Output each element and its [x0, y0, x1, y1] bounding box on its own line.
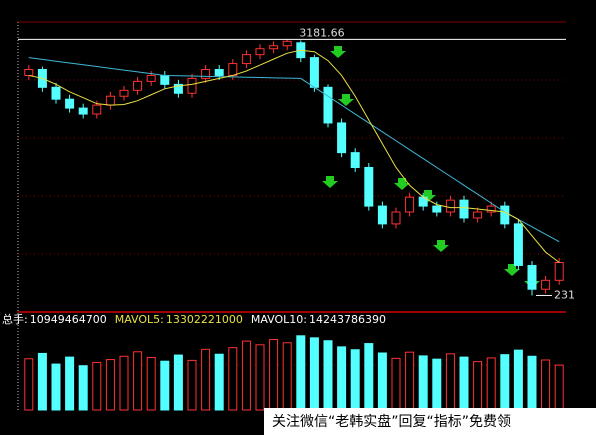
legend-label: MAVOL10: — [251, 313, 307, 326]
volume-bar — [473, 361, 483, 411]
candle-body — [187, 77, 197, 94]
candle-body — [337, 122, 347, 154]
candle-body — [405, 196, 415, 213]
candle-body — [500, 205, 510, 225]
candle-body — [133, 80, 143, 91]
candle-body — [282, 40, 292, 47]
candle-body — [24, 69, 34, 76]
volume-bar — [377, 352, 387, 411]
candle-body — [160, 74, 170, 85]
volume-bar — [309, 337, 319, 411]
candle-body — [269, 45, 279, 50]
volume-bar — [105, 359, 115, 411]
volume-bar — [418, 355, 428, 411]
volume-bar — [364, 343, 374, 411]
volume-bar — [173, 354, 183, 411]
candle-body — [445, 199, 455, 213]
volume-bar — [541, 359, 551, 411]
ma-line — [28, 49, 560, 263]
candle-body — [527, 264, 537, 290]
candle-body — [228, 63, 238, 76]
candle-body — [377, 205, 387, 225]
volume-bar — [92, 361, 102, 411]
candle-body — [364, 166, 374, 207]
candle-body — [201, 69, 211, 79]
volume-bar — [187, 359, 197, 411]
volume-bar — [255, 344, 265, 411]
volume-bar — [228, 347, 238, 411]
legend-value: 13302221000 — [166, 313, 243, 326]
candle-body — [51, 86, 61, 100]
volume-bar — [37, 352, 47, 411]
volume-bar — [445, 353, 455, 411]
candle-body — [119, 89, 129, 97]
volume-bar — [119, 355, 129, 411]
candle-body — [513, 223, 523, 266]
legend-value: 14243786390 — [309, 313, 386, 326]
candle-body — [459, 199, 469, 219]
volume-bar — [500, 354, 510, 411]
volume-bar — [527, 355, 537, 411]
watermark: 关注微信“老韩实盘”回复“指标”免费领 — [272, 413, 511, 430]
volume-bar — [241, 340, 251, 411]
candle-body — [350, 152, 360, 168]
candle-body — [214, 69, 224, 76]
volume-bar — [391, 357, 401, 411]
candle-body — [432, 205, 442, 213]
candle-body — [255, 48, 265, 56]
volume-bar — [486, 357, 496, 411]
volume-bar — [296, 335, 306, 411]
volume-bar — [51, 363, 61, 411]
volume-bar — [513, 349, 523, 411]
volume-bar — [160, 360, 170, 411]
volume-bar — [282, 342, 292, 411]
volume-bar — [337, 346, 347, 411]
candle-body — [541, 279, 551, 290]
candle-body — [486, 205, 496, 213]
legend-label: 总手: — [2, 312, 28, 326]
candle-body — [146, 74, 156, 82]
volume-bar — [24, 358, 34, 411]
legend-label: MAVOL5: — [115, 313, 164, 326]
volume-bar — [405, 351, 415, 411]
volume-bar — [459, 356, 469, 411]
ma-line — [28, 57, 560, 243]
volume-bar — [323, 340, 333, 411]
candle-body — [391, 211, 401, 225]
candle-body — [105, 95, 115, 106]
volume-bar — [133, 351, 143, 411]
volume-bar — [146, 357, 156, 411]
peak-label: 3181.66 — [299, 26, 345, 39]
candle-body — [554, 261, 564, 281]
low-label: 231 — [554, 288, 575, 301]
legend-value: 10949464700 — [30, 313, 107, 326]
candle-body — [92, 104, 102, 115]
watermark-box — [264, 408, 596, 435]
volume-bar — [350, 349, 360, 411]
volume-bar — [269, 338, 279, 411]
candle-body — [78, 107, 88, 115]
candle-body — [65, 98, 75, 109]
volume-bar — [201, 348, 211, 411]
candle-body — [173, 83, 183, 94]
volume-bar — [65, 356, 75, 411]
candle-body — [323, 86, 333, 124]
candle-body — [473, 211, 483, 219]
candle-body — [241, 54, 251, 65]
volume-bar — [432, 358, 442, 411]
candle-body — [309, 57, 319, 88]
volume-bar — [214, 353, 224, 411]
volume-bar — [78, 365, 88, 411]
volume-bar — [554, 364, 564, 411]
